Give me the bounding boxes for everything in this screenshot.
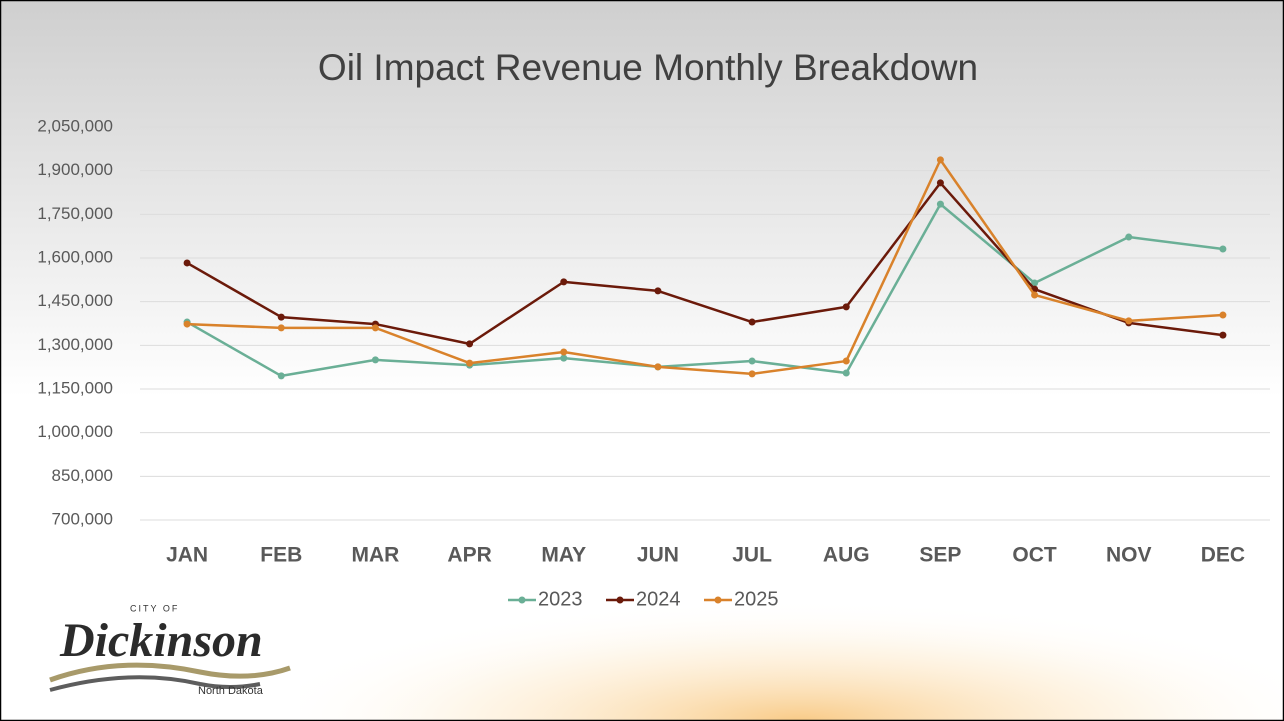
y-tick-label: 1,600,000 <box>37 247 113 266</box>
legend-swatch-dot <box>518 596 526 604</box>
series-point <box>748 370 756 378</box>
x-tick-label: DEC <box>1201 544 1245 567</box>
y-tick-label: 2,050,000 <box>37 116 113 135</box>
series-point <box>1219 245 1227 253</box>
logo-swoosh <box>49 675 261 692</box>
x-tick-label: OCT <box>1012 544 1057 567</box>
series-point <box>842 303 850 311</box>
x-tick-label: JUN <box>637 544 679 567</box>
legend-label: 2025 <box>734 588 779 610</box>
y-tick-label: 1,450,000 <box>37 291 113 310</box>
logo-name: Dickinson <box>59 614 263 667</box>
y-tick-label: 1,300,000 <box>37 335 113 354</box>
series-point <box>466 340 474 348</box>
series-point <box>560 348 568 356</box>
series-point <box>748 357 756 365</box>
x-tick-label: APR <box>447 544 491 567</box>
x-tick-label: MAR <box>352 544 400 567</box>
y-tick-label: 1,000,000 <box>37 422 113 441</box>
x-tick-label: JAN <box>166 544 208 567</box>
series-point <box>936 179 944 187</box>
series-point <box>466 359 474 367</box>
logo-top: CITY OF <box>130 603 179 613</box>
series-point <box>1219 331 1227 339</box>
series-point <box>183 320 191 328</box>
x-tick-label: MAY <box>541 544 586 567</box>
chart-title: Oil Impact Revenue Monthly Breakdown <box>318 47 978 88</box>
series-point <box>654 287 662 295</box>
y-tick-label: 1,150,000 <box>37 378 113 397</box>
series-point <box>371 356 379 364</box>
series-point <box>277 372 285 380</box>
y-tick-label: 1,750,000 <box>37 204 113 223</box>
series-point <box>560 278 568 286</box>
logo-sub: North Dakota <box>198 685 264 697</box>
legend-swatch-dot <box>714 596 722 604</box>
series-point <box>1031 279 1039 287</box>
logo-swoosh <box>49 662 291 683</box>
x-tick-label: JUL <box>732 544 772 567</box>
series-point <box>1031 291 1039 299</box>
series-point <box>1219 311 1227 319</box>
legend-swatch-dot <box>616 596 624 604</box>
x-tick-label: AUG <box>823 544 870 567</box>
y-tick-label: 700,000 <box>52 509 113 528</box>
series-point <box>842 357 850 365</box>
series-line <box>186 202 1224 378</box>
series-point <box>277 313 285 321</box>
series-point <box>936 156 944 164</box>
series-point <box>1125 233 1133 241</box>
series-point <box>1125 317 1133 325</box>
logo: CITY OF Dickinson North Dakota <box>49 603 291 697</box>
series-point <box>936 200 944 208</box>
series-line <box>186 181 1224 346</box>
y-tick-label: 1,900,000 <box>37 160 113 179</box>
y-tick-label: 850,000 <box>52 466 113 485</box>
series-point <box>842 369 850 377</box>
legend-label: 2023 <box>538 588 583 610</box>
x-tick-label: SEP <box>919 544 961 567</box>
x-tick-label: NOV <box>1106 544 1152 567</box>
x-tick-label: FEB <box>260 544 302 567</box>
series-point <box>371 324 379 332</box>
series-point <box>654 363 662 371</box>
series-point <box>748 318 756 326</box>
legend-label: 2024 <box>636 588 681 610</box>
series-point <box>277 324 285 332</box>
background-glow <box>300 500 1284 721</box>
series-point <box>183 259 191 267</box>
series-point <box>560 354 568 362</box>
series-line <box>187 158 1223 376</box>
